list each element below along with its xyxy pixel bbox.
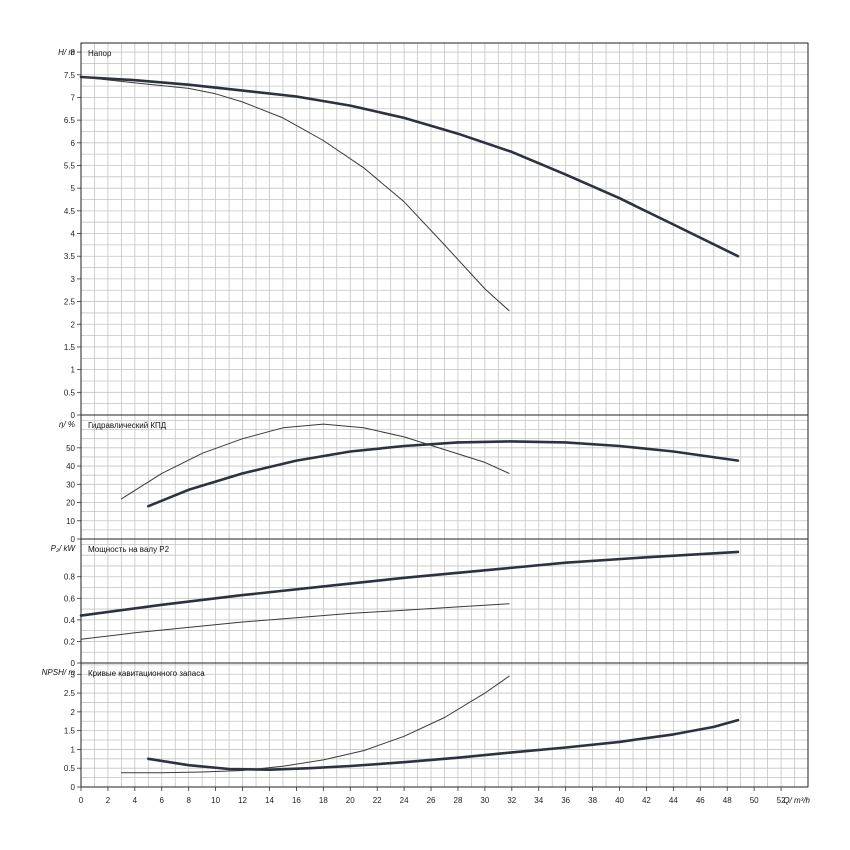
y-tick-label: 0.4	[64, 616, 76, 625]
x-tick-label: 46	[696, 796, 705, 805]
y-tick-label: 1	[71, 745, 76, 754]
y-tick-label: 5	[71, 184, 76, 193]
x-tick-label: 2	[106, 796, 111, 805]
x-tick-label: 24	[400, 796, 409, 805]
x-axis-label: Q/ m³/h	[783, 796, 810, 805]
x-tick-label: 10	[211, 796, 220, 805]
y-tick-label: 50	[66, 444, 75, 453]
x-tick-label: 44	[669, 796, 678, 805]
y-tick-label: 6	[71, 139, 76, 148]
y-tick-label: 3	[71, 275, 76, 284]
x-tick-label: 28	[454, 796, 463, 805]
x-tick-label: 16	[292, 796, 301, 805]
y-tick-label: 2	[71, 320, 76, 329]
y-tick-label: 1	[71, 366, 76, 375]
x-tick-label: 26	[427, 796, 436, 805]
y-tick-label: 0.8	[64, 573, 76, 582]
y-tick-label: 0	[71, 659, 76, 668]
x-tick-label: 48	[723, 796, 732, 805]
x-tick-label: 18	[319, 796, 328, 805]
x-tick-label: 20	[346, 796, 355, 805]
panel-title: Мощность на валу P2	[88, 545, 170, 554]
y-tick-label: 1.5	[64, 343, 76, 352]
y-tick-label: 40	[66, 462, 75, 471]
y-tick-label: 0	[71, 411, 76, 420]
curve-series-thick	[147, 718, 740, 772]
y-tick-label: 30	[66, 480, 75, 489]
y-axis-label: η/ %	[59, 420, 75, 429]
y-tick-label: 10	[66, 517, 75, 526]
x-tick-label: 40	[615, 796, 624, 805]
x-tick-label: 12	[238, 796, 247, 805]
y-tick-label: 7	[71, 93, 76, 102]
x-tick-label: 38	[588, 796, 597, 805]
x-tick-label: 4	[133, 796, 138, 805]
y-tick-label: 6.5	[64, 116, 76, 125]
x-tick-label: 36	[561, 796, 570, 805]
x-tick-label: 8	[186, 796, 191, 805]
curve-series-thick	[79, 75, 740, 258]
y-tick-label: 2	[71, 708, 76, 717]
y-tick-label: 0.2	[64, 637, 76, 646]
y-tick-label: 3	[71, 670, 76, 679]
curve-series-thin	[80, 603, 510, 640]
x-tick-label: 42	[642, 796, 651, 805]
panel-frame	[80, 662, 809, 788]
panel-title: Кривые кавитационного запаса	[88, 669, 205, 678]
y-axis-label: NPSH/ m	[42, 668, 76, 677]
y-tick-label: 20	[66, 499, 75, 508]
y-tick-label: 2.5	[64, 689, 76, 698]
curve-series-thin	[120, 423, 510, 500]
panel-title: Напор	[88, 49, 112, 58]
y-tick-label: 2.5	[64, 298, 76, 307]
y-tick-label: 8	[71, 48, 76, 57]
x-tick-label: 34	[534, 796, 543, 805]
panel-title: Гидравлический КПД	[88, 421, 167, 430]
x-tick-label: 32	[507, 796, 516, 805]
y-tick-label: 4.5	[64, 207, 76, 216]
curve-series-thin	[80, 76, 510, 312]
y-tick-label: 3.5	[64, 252, 76, 261]
y-tick-label: 4	[71, 230, 76, 239]
x-tick-label: 6	[160, 796, 165, 805]
curve-series-thick	[147, 440, 740, 508]
y-tick-label: 7.5	[64, 71, 76, 80]
y-tick-label: 0	[71, 535, 76, 544]
x-tick-label: 22	[373, 796, 382, 805]
x-tick-label: 0	[79, 796, 84, 805]
x-tick-label: 14	[265, 796, 274, 805]
y-tick-label: 0.5	[64, 764, 76, 773]
y-axis-label: P₂/ kW	[51, 544, 77, 553]
y-tick-label: 0	[71, 783, 76, 792]
y-tick-label: 5.5	[64, 161, 76, 170]
x-tick-label: 50	[750, 796, 759, 805]
y-tick-label: 1.5	[64, 727, 76, 736]
curve-series-thin	[120, 675, 510, 774]
y-tick-label: 0.5	[64, 388, 76, 397]
curve-series-thick	[79, 550, 740, 617]
x-tick-label: 30	[480, 796, 489, 805]
x-tick-label: 52	[777, 796, 786, 805]
y-tick-label: 0.6	[64, 594, 76, 603]
y-axis-label: H/ m	[58, 48, 75, 57]
